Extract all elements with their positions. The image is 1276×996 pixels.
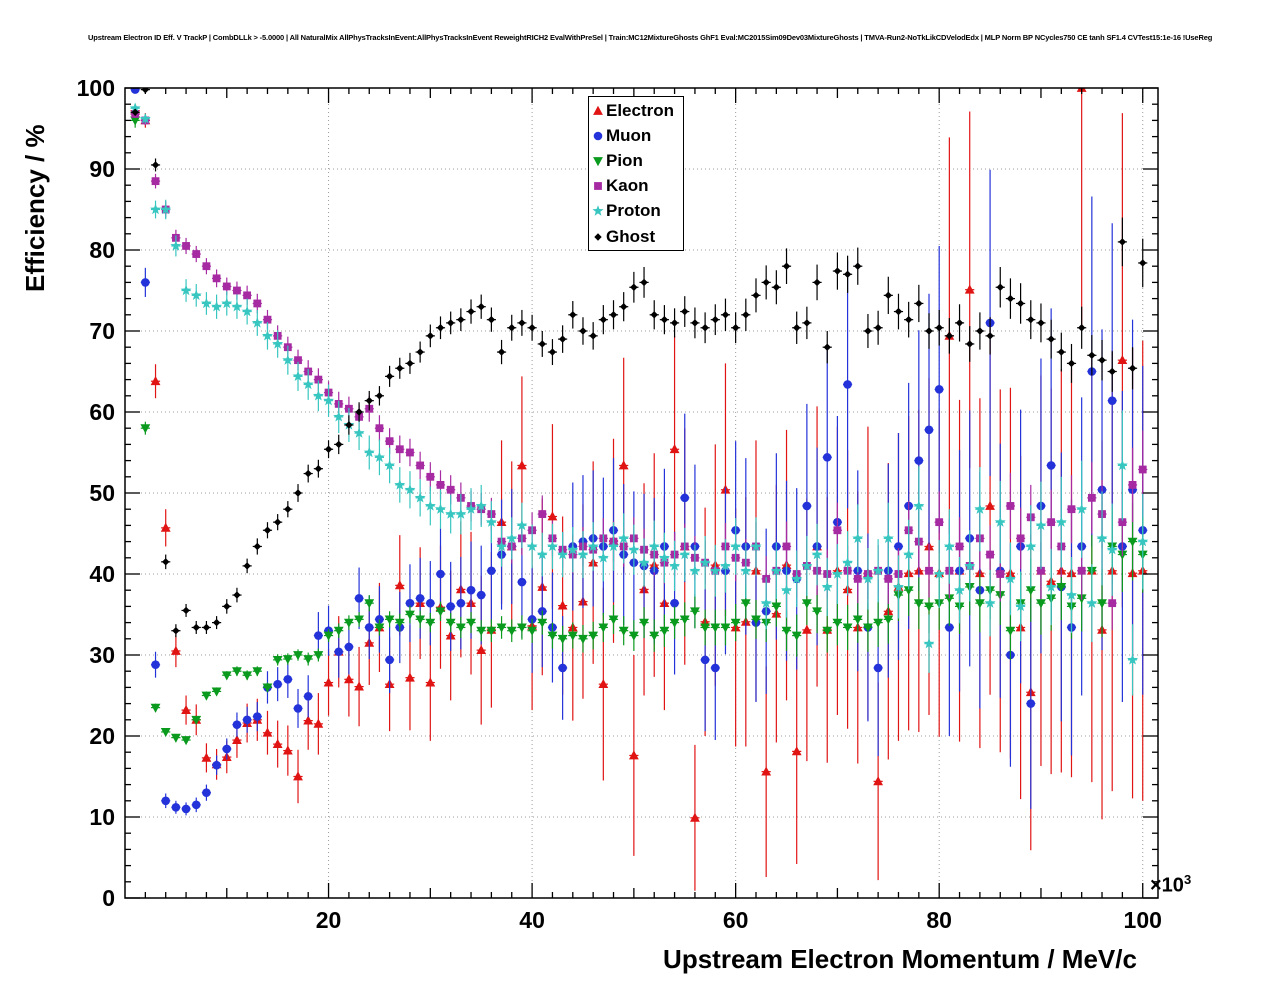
x-axis-multiplier: ×103 [1150,872,1191,898]
y-tick-label: 20 [89,723,115,749]
legend-label: Ghost [606,226,656,246]
y-tick-label: 0 [102,885,115,911]
legend-item-muon: Muon [589,123,683,148]
legend-item-proton: Proton [589,199,683,224]
triangle-down-marker-icon [589,154,606,168]
legend-label: Electron [606,100,675,120]
x-tick-label: 20 [316,907,342,933]
x-tick-label: 100 [1124,907,1162,933]
y-tick-label: 90 [89,156,115,182]
y-tick-label: 10 [89,804,115,830]
y-tick-label: 80 [89,237,115,263]
x-axis-multiplier-base: ×10 [1150,874,1184,897]
square-marker-icon [589,179,606,193]
diamond-marker-icon [589,230,606,244]
legend-label: Proton [606,201,661,221]
y-tick-label: 100 [77,75,115,101]
y-tick-label: 40 [89,561,115,587]
y-tick-label: 30 [89,642,115,668]
x-tick-label: 80 [926,907,952,933]
y-tick-label: 70 [89,318,115,344]
legend-item-pion: Pion [589,148,683,173]
x-axis-multiplier-exponent: 3 [1183,872,1192,887]
plot-title: Upstream Electron ID Eff. V TrackP | Com… [88,33,1213,42]
legend-label: Pion [606,150,643,170]
legend-item-ghost: Ghost [589,224,683,249]
circle-marker-icon [589,129,606,143]
legend-label: Muon [606,125,652,145]
y-tick-label: 50 [89,480,115,506]
series-proton [129,102,1149,696]
y-axis-label: Efficiency / % [20,124,50,292]
axis-ticks [125,87,1158,899]
legend: Electron Muon Pion Kaon Proton Ghost [588,96,684,252]
y-tick-label: 60 [89,399,115,425]
x-axis-label: Upstream Electron Momentum / MeV/c [663,944,1137,974]
star-marker-icon [589,204,606,218]
legend-item-kaon: Kaon [589,174,683,199]
series-layer [129,88,1149,891]
legend-label: Kaon [606,176,649,196]
legend-item-electron: Electron [589,98,683,123]
x-tick-label: 60 [723,907,749,933]
triangle-up-marker-icon [589,104,606,118]
series-ghost [130,88,1148,638]
x-tick-label: 40 [519,907,545,933]
